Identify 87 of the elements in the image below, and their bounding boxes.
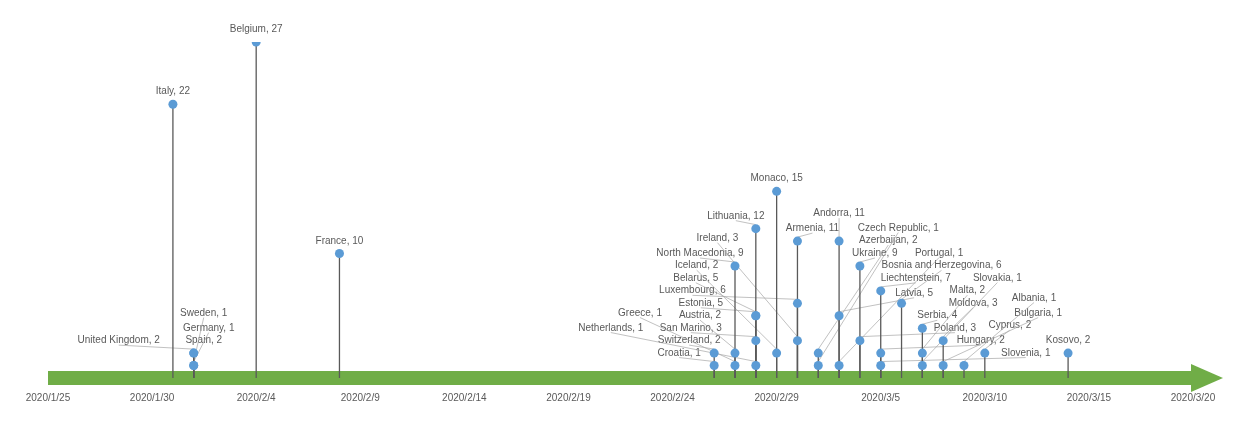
data-label: Slovenia, 1 [1000,346,1051,358]
data-label: Bulgaria, 1 [1014,306,1063,318]
data-label: Belgium, 27 [229,23,284,34]
x-tick-label: 2020/3/5 [861,392,901,404]
point [751,224,761,234]
data-label: Iceland, 2 [674,259,719,271]
point [917,348,927,358]
data-label: North Macedonia, 9 [656,247,745,258]
data-label: Ireland, 3 [696,231,739,243]
data-label: San Marino, 3 [659,321,723,333]
data-label: France, 10 [315,234,364,246]
point [876,348,886,358]
x-tick-label: 2020/2/4 [236,392,277,404]
data-label: Latvia, 5 [895,286,934,298]
point [730,261,740,271]
data-label: Belarus, 5 [673,271,719,283]
data-label: Germany, 1 [182,321,235,333]
point [834,236,844,246]
data-label: Lithuania, 12 [707,209,765,221]
point [772,186,782,196]
point [730,348,740,358]
point [792,236,802,246]
point [709,348,719,358]
point [751,336,761,346]
data-label: Switzerland, 2 [657,334,722,346]
data-label: Netherlands, 1 [578,321,644,333]
data-label: Monaco, 15 [750,172,804,184]
point [730,361,740,371]
data-label: Sweden, 1 [180,306,228,318]
x-tick-label: 2020/2/14 [442,392,488,404]
point [813,348,823,358]
data-label: Ukraine, 9 [852,247,899,258]
data-label: Portugal, 1 [914,246,964,258]
x-tick-label: 2020/2/29 [754,392,800,404]
point [938,336,948,346]
point [834,361,844,371]
x-tick-label: 2020/3/20 [1170,392,1216,404]
point [855,336,865,346]
data-label: Poland, 3 [933,321,977,333]
data-label: United Kingdom, 2 [77,334,161,346]
data-label: Malta, 2 [949,284,986,296]
x-tick-label: 2020/2/24 [650,392,696,404]
data-label: Albania, 1 [1011,291,1057,303]
point [751,361,761,371]
point [897,298,907,308]
x-tick-label: 2020/1/30 [129,392,175,404]
data-label: Serbia, 4 [917,309,958,321]
data-label: Greece, 1 [618,306,663,318]
data-label: Liechtenstein, 7 [880,271,952,283]
data-label: Spain, 2 [185,334,223,346]
x-tick-label: 2020/1/25 [25,392,71,404]
data-label: Moldova, 3 [948,296,999,308]
data-label: Bosnia and Herzegovina, 6 [881,259,1003,271]
x-tick-label: 2020/3/15 [1066,392,1112,404]
data-label: Estonia, 5 [678,296,724,308]
x-tick-label: 2020/3/10 [962,392,1008,404]
point [792,298,802,308]
point [168,99,178,109]
point [1063,348,1073,358]
data-label: Slovakia, 1 [972,271,1023,283]
x-tick-label: 2020/2/9 [340,392,381,404]
point [917,323,927,333]
point [959,361,969,371]
data-label: Kosovo, 2 [1045,334,1091,346]
data-label: Azerbaijan, 2 [859,234,918,246]
data-label: Andorra, 11 [813,207,866,219]
data-label: Austria, 2 [678,309,722,321]
point [980,348,990,358]
point [813,361,823,371]
data-label: Hungary, 2 [956,334,1006,346]
x-tick-label: 2020/2/19 [546,392,592,404]
point [709,361,719,371]
data-label: Luxembourg, 6 [659,284,727,296]
data-label: Italy, 22 [155,85,191,97]
data-label: Cyprus, 2 [988,319,1032,331]
point [938,361,948,371]
point [772,348,782,358]
data-label: Armenia, 11 [785,222,840,234]
data-label: Croatia, 1 [657,346,702,358]
point [792,336,802,346]
point [855,261,865,271]
point [876,361,886,371]
point [334,249,344,259]
point [834,311,844,321]
point [876,286,886,296]
data-label: Czech Republic, 1 [857,221,940,233]
point [917,361,927,371]
